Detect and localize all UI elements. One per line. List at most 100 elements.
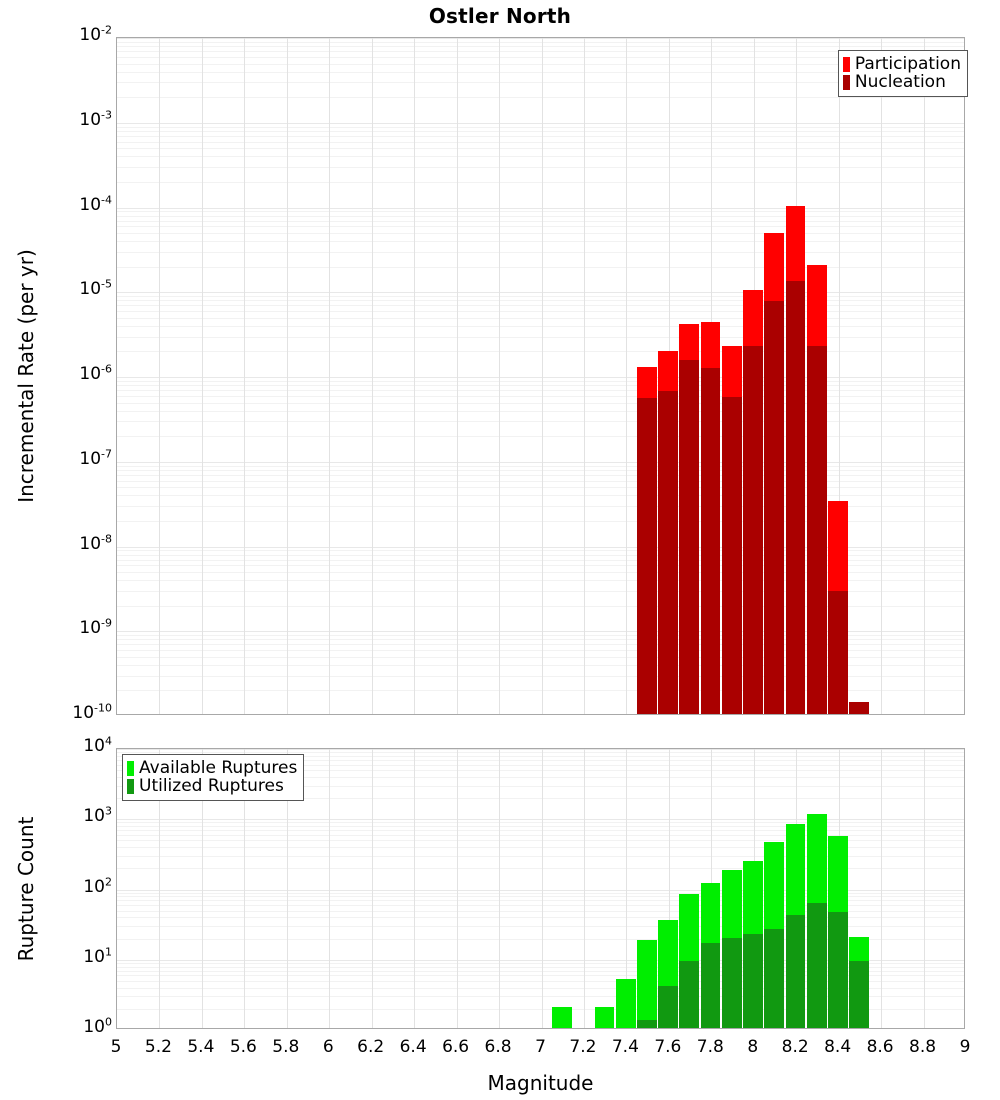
gridline-vertical bbox=[329, 749, 331, 1028]
gridline-horizontal-major bbox=[117, 960, 964, 961]
gridline-horizontal-major bbox=[117, 631, 964, 632]
gridline-vertical bbox=[159, 38, 161, 714]
gridline-vertical bbox=[201, 38, 203, 714]
gridline-horizontal-minor bbox=[117, 765, 964, 766]
gridline-horizontal-minor bbox=[117, 690, 964, 691]
legend-label: Utilized Ruptures bbox=[139, 776, 284, 796]
legend-label: Nucleation bbox=[854, 72, 946, 92]
x-tick-label: 7.2 bbox=[569, 1037, 597, 1057]
gridline-horizontal-minor bbox=[117, 657, 964, 658]
x-tick-label: 8.6 bbox=[866, 1037, 894, 1057]
y-tick-exponent: 2 bbox=[105, 874, 112, 888]
gridline-horizontal-minor bbox=[117, 51, 964, 52]
gridline-vertical bbox=[499, 38, 501, 714]
legend-item[interactable]: Nucleation bbox=[842, 72, 961, 92]
x-tick-label: 9 bbox=[959, 1037, 971, 1057]
gridline-vertical bbox=[329, 38, 331, 714]
y-tick-mantissa: 10 bbox=[79, 364, 102, 384]
gridline-vertical bbox=[881, 749, 883, 1028]
x-axis-title: Magnitude bbox=[487, 1071, 594, 1095]
gridline-horizontal-minor bbox=[117, 436, 964, 437]
gridline-horizontal-major bbox=[117, 292, 964, 293]
gridline-horizontal-minor bbox=[117, 167, 964, 168]
gridline-horizontal-minor bbox=[117, 148, 964, 149]
gridline-horizontal-minor bbox=[117, 46, 964, 47]
gridline-horizontal-minor bbox=[117, 905, 964, 906]
gridline-horizontal-minor bbox=[117, 487, 964, 488]
gridline-horizontal-minor bbox=[117, 495, 964, 496]
bar-nucleation bbox=[637, 398, 657, 714]
bar-utilized-ruptures bbox=[849, 960, 869, 1028]
x-tick-label: 6.4 bbox=[399, 1037, 427, 1057]
gridline-horizontal-minor bbox=[117, 786, 964, 787]
gridline-horizontal-minor bbox=[117, 305, 964, 306]
gridline-horizontal-minor bbox=[117, 252, 964, 253]
bar-available-ruptures bbox=[637, 939, 657, 1028]
y-tick-mantissa: 10 bbox=[79, 25, 102, 45]
gridline-horizontal-minor bbox=[117, 127, 964, 128]
gridline-horizontal-minor bbox=[117, 996, 964, 997]
gridline-horizontal-major bbox=[117, 123, 964, 124]
gridline-vertical bbox=[583, 38, 585, 714]
bar-utilized-ruptures bbox=[743, 933, 763, 1028]
gridline-horizontal-minor bbox=[117, 351, 964, 352]
gridline-vertical bbox=[838, 38, 840, 714]
y-tick-label: 10-2 bbox=[79, 23, 112, 45]
gridline-horizontal-minor bbox=[117, 847, 964, 848]
gridline-horizontal-minor bbox=[117, 830, 964, 831]
gridline-horizontal-minor bbox=[117, 981, 964, 982]
gridline-horizontal-minor bbox=[117, 826, 964, 827]
legend-label: Available Ruptures bbox=[139, 758, 298, 778]
y-tick-mantissa: 10 bbox=[79, 533, 102, 554]
legend-item[interactable]: Participation bbox=[842, 54, 961, 74]
gridline-horizontal-minor bbox=[117, 216, 964, 217]
gridline-horizontal-minor bbox=[117, 665, 964, 666]
bar-utilized-ruptures bbox=[764, 928, 785, 1028]
y-tick-exponent: 4 bbox=[105, 734, 112, 748]
gridline-horizontal-minor bbox=[117, 403, 964, 404]
gridline-horizontal-minor bbox=[117, 917, 964, 918]
x-tick-label: 8.4 bbox=[824, 1037, 852, 1057]
y-tick-mantissa: 10 bbox=[79, 194, 102, 215]
legend-swatch-icon bbox=[127, 779, 134, 794]
gridline-horizontal-minor bbox=[117, 381, 964, 382]
gridline-horizontal-minor bbox=[117, 822, 964, 823]
y-tick-label: 104 bbox=[83, 734, 112, 756]
y-tick-mantissa: 10 bbox=[83, 946, 105, 967]
bar-available-ruptures bbox=[552, 1006, 572, 1028]
gridline-horizontal-minor bbox=[117, 896, 964, 897]
legend-swatch-icon bbox=[842, 57, 850, 72]
x-tick-label: 7.6 bbox=[654, 1037, 682, 1057]
gridline-horizontal-minor bbox=[117, 390, 964, 391]
x-tick-label: 5.6 bbox=[229, 1037, 257, 1057]
x-tick-label: 5.2 bbox=[144, 1037, 172, 1057]
gridline-horizontal-minor bbox=[117, 911, 964, 912]
gridline-horizontal-major bbox=[117, 749, 964, 750]
gridline-horizontal-minor bbox=[117, 572, 964, 573]
gridline-horizontal-minor bbox=[117, 296, 964, 297]
gridline-horizontal-minor bbox=[117, 411, 964, 412]
gridline-horizontal-major bbox=[117, 547, 964, 548]
gridline-vertical bbox=[923, 38, 925, 714]
gridline-vertical bbox=[286, 38, 288, 714]
gridline-horizontal-minor bbox=[117, 560, 964, 561]
gridline-vertical bbox=[668, 749, 670, 1028]
legend-item[interactable]: Available Ruptures bbox=[127, 760, 297, 777]
gridline-horizontal-minor bbox=[117, 550, 964, 551]
legend-label: Participation bbox=[854, 54, 961, 74]
bar-nucleation bbox=[849, 701, 869, 714]
y-tick-exponent: 0 bbox=[105, 1015, 112, 1029]
legend-item[interactable]: Utilized Ruptures bbox=[127, 778, 297, 795]
gridline-vertical bbox=[371, 38, 373, 714]
y-tick-mantissa: 10 bbox=[79, 618, 102, 639]
y-tick-label: 100 bbox=[83, 1015, 112, 1037]
gridline-horizontal-minor bbox=[117, 756, 964, 757]
y-tick-exponent: -2 bbox=[101, 23, 112, 37]
legend-swatch-icon bbox=[127, 761, 134, 776]
bar-utilized-ruptures bbox=[658, 985, 678, 1028]
gridline-horizontal-minor bbox=[117, 835, 964, 836]
gridline-horizontal-minor bbox=[117, 939, 964, 940]
x-tick-label: 6.2 bbox=[357, 1037, 385, 1057]
gridline-horizontal-minor bbox=[117, 300, 964, 301]
y-tick-label: 102 bbox=[83, 874, 112, 897]
